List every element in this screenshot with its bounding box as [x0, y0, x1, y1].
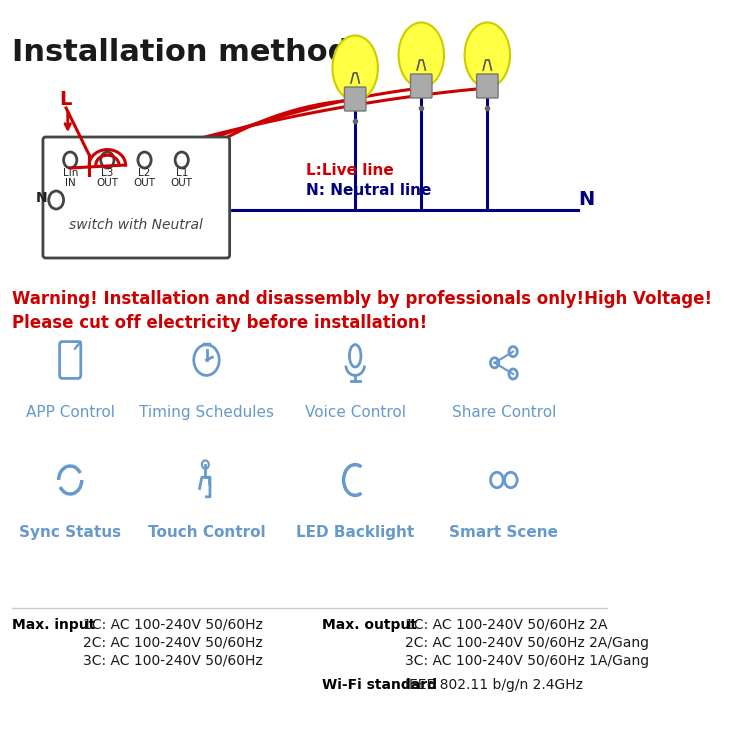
Text: IN: IN [64, 178, 76, 188]
FancyBboxPatch shape [476, 74, 498, 98]
Text: Lin: Lin [62, 168, 78, 178]
Text: Installation method: Installation method [13, 38, 350, 67]
Text: N: N [578, 190, 595, 209]
Text: Share Control: Share Control [452, 405, 556, 420]
Text: 3C: AC 100-240V 50/60Hz: 3C: AC 100-240V 50/60Hz [82, 654, 262, 668]
Text: N: N [35, 191, 47, 205]
Text: APP Control: APP Control [26, 405, 115, 420]
Text: switch with Neutral: switch with Neutral [69, 218, 203, 232]
Text: 3C: AC 100-240V 50/60Hz 1A/Gang: 3C: AC 100-240V 50/60Hz 1A/Gang [405, 654, 649, 668]
Text: Touch Control: Touch Control [148, 525, 266, 540]
FancyBboxPatch shape [43, 137, 230, 258]
Text: Sync Status: Sync Status [20, 525, 122, 540]
Text: 1C: AC 100-240V 50/60Hz: 1C: AC 100-240V 50/60Hz [82, 618, 262, 632]
Text: Timing Schedules: Timing Schedules [139, 405, 274, 420]
Text: LED Backlight: LED Backlight [296, 525, 414, 540]
Text: Wi-Fi standard: Wi-Fi standard [322, 678, 437, 692]
Text: L: L [59, 90, 72, 109]
Text: Max. input: Max. input [13, 618, 96, 632]
Text: L3: L3 [101, 168, 113, 178]
Text: Smart Scene: Smart Scene [449, 525, 558, 540]
Text: IEEE 802.11 b/g/n 2.4GHz: IEEE 802.11 b/g/n 2.4GHz [405, 678, 583, 692]
Text: L1: L1 [176, 168, 188, 178]
Text: Warning! Installation and disassembly by professionals only!High Voltage!
Please: Warning! Installation and disassembly by… [13, 290, 712, 332]
Text: OUT: OUT [134, 178, 155, 188]
Ellipse shape [464, 22, 510, 88]
Text: Max. output: Max. output [322, 618, 417, 632]
Text: OUT: OUT [171, 178, 193, 188]
Text: Voice Control: Voice Control [304, 405, 406, 420]
Ellipse shape [398, 22, 444, 88]
Text: L2: L2 [138, 168, 151, 178]
Ellipse shape [332, 35, 378, 100]
FancyBboxPatch shape [410, 74, 432, 98]
Text: OUT: OUT [97, 178, 118, 188]
Text: L:Live line: L:Live line [305, 163, 393, 178]
Text: 2C: AC 100-240V 50/60Hz: 2C: AC 100-240V 50/60Hz [82, 636, 262, 650]
Text: 1C: AC 100-240V 50/60Hz 2A: 1C: AC 100-240V 50/60Hz 2A [405, 618, 608, 632]
FancyBboxPatch shape [344, 87, 366, 111]
Text: N: Neutral line: N: Neutral line [305, 183, 431, 198]
Text: 2C: AC 100-240V 50/60Hz 2A/Gang: 2C: AC 100-240V 50/60Hz 2A/Gang [405, 636, 649, 650]
